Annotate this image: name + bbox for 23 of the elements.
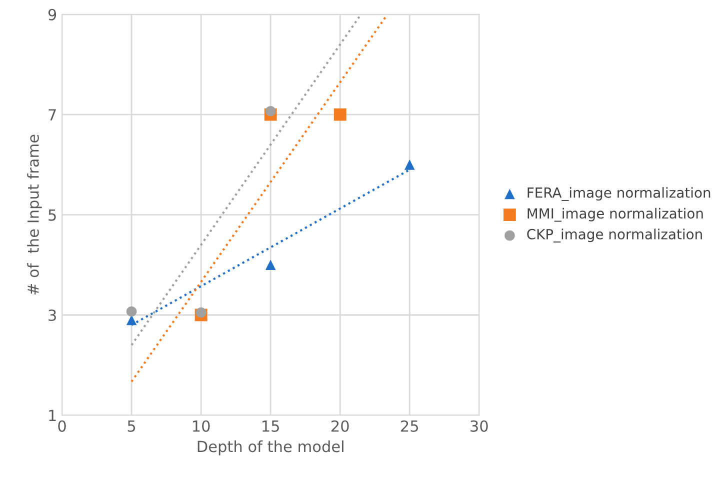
y-tick-label: 5	[48, 209, 56, 221]
point	[334, 108, 346, 121]
x-axis-title: Depth of the model	[198, 440, 344, 456]
y-tick-label: 3	[48, 309, 56, 322]
legend-label: MMI_image normalization	[528, 208, 703, 222]
x-tick-label: 15	[262, 420, 279, 432]
y-axis-title: # of the Input frame	[27, 134, 42, 294]
x-tick-label: 5	[128, 420, 136, 432]
point	[196, 307, 206, 318]
point	[126, 306, 137, 317]
x-tick-label: 0	[58, 420, 66, 432]
legend-label: CKP_image normalization	[527, 228, 702, 242]
y-tick-label: 7	[48, 109, 56, 120]
x-tick-label: 20	[332, 420, 349, 432]
x-tick-label: 30	[470, 420, 488, 432]
point	[265, 260, 276, 270]
x-tick-label: 10	[193, 420, 210, 432]
legend-label: FERA_image normalization	[528, 187, 710, 201]
x-tick-label: 25	[401, 420, 418, 432]
point	[265, 106, 276, 116]
y-tick-label: 1	[49, 410, 56, 422]
y-tick-label: 9	[48, 8, 56, 20]
point	[404, 160, 415, 170]
